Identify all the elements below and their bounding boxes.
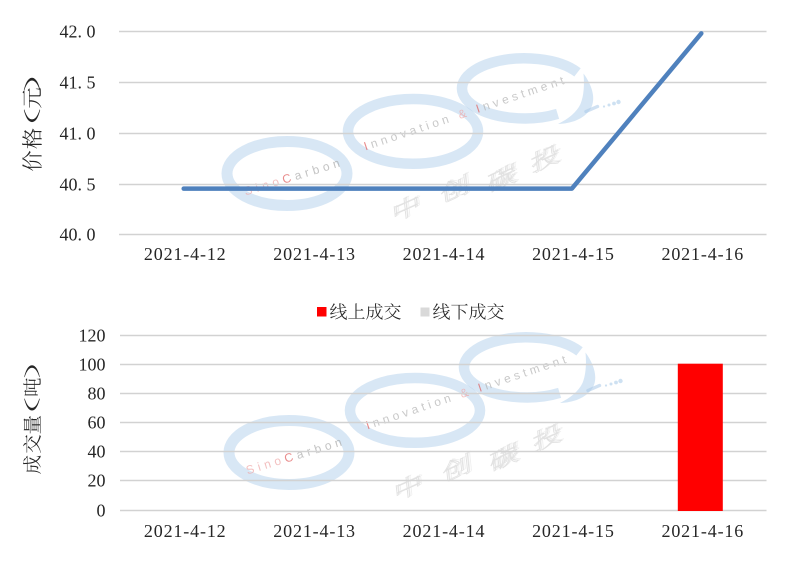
svg-text:2021-4-16: 2021-4-16 <box>661 244 744 264</box>
svg-text:20: 20 <box>88 471 106 491</box>
svg-text:2021-4-14: 2021-4-14 <box>403 521 486 541</box>
svg-text:2021-4-15: 2021-4-15 <box>532 244 615 264</box>
svg-text:2021-4-15: 2021-4-15 <box>532 521 615 541</box>
svg-text:120: 120 <box>79 326 106 346</box>
svg-text:2021-4-12: 2021-4-12 <box>144 521 227 541</box>
svg-text:2021-4-14: 2021-4-14 <box>403 244 486 264</box>
svg-text:41. 0: 41. 0 <box>60 124 96 144</box>
svg-text:40. 0: 40. 0 <box>60 225 96 245</box>
svg-text:100: 100 <box>79 355 106 375</box>
svg-text:40. 5: 40. 5 <box>60 175 96 195</box>
svg-text:2021-4-12: 2021-4-12 <box>144 244 227 264</box>
svg-text:42. 0: 42. 0 <box>60 22 96 42</box>
svg-text:60: 60 <box>88 413 106 433</box>
svg-text:40: 40 <box>88 442 106 462</box>
svg-text:2021-4-13: 2021-4-13 <box>273 244 356 264</box>
svg-text:80: 80 <box>88 384 106 404</box>
svg-text:2021-4-16: 2021-4-16 <box>661 521 744 541</box>
svg-text:2021-4-13: 2021-4-13 <box>273 521 356 541</box>
svg-text:0: 0 <box>97 501 106 521</box>
svg-text:41. 5: 41. 5 <box>60 73 96 93</box>
